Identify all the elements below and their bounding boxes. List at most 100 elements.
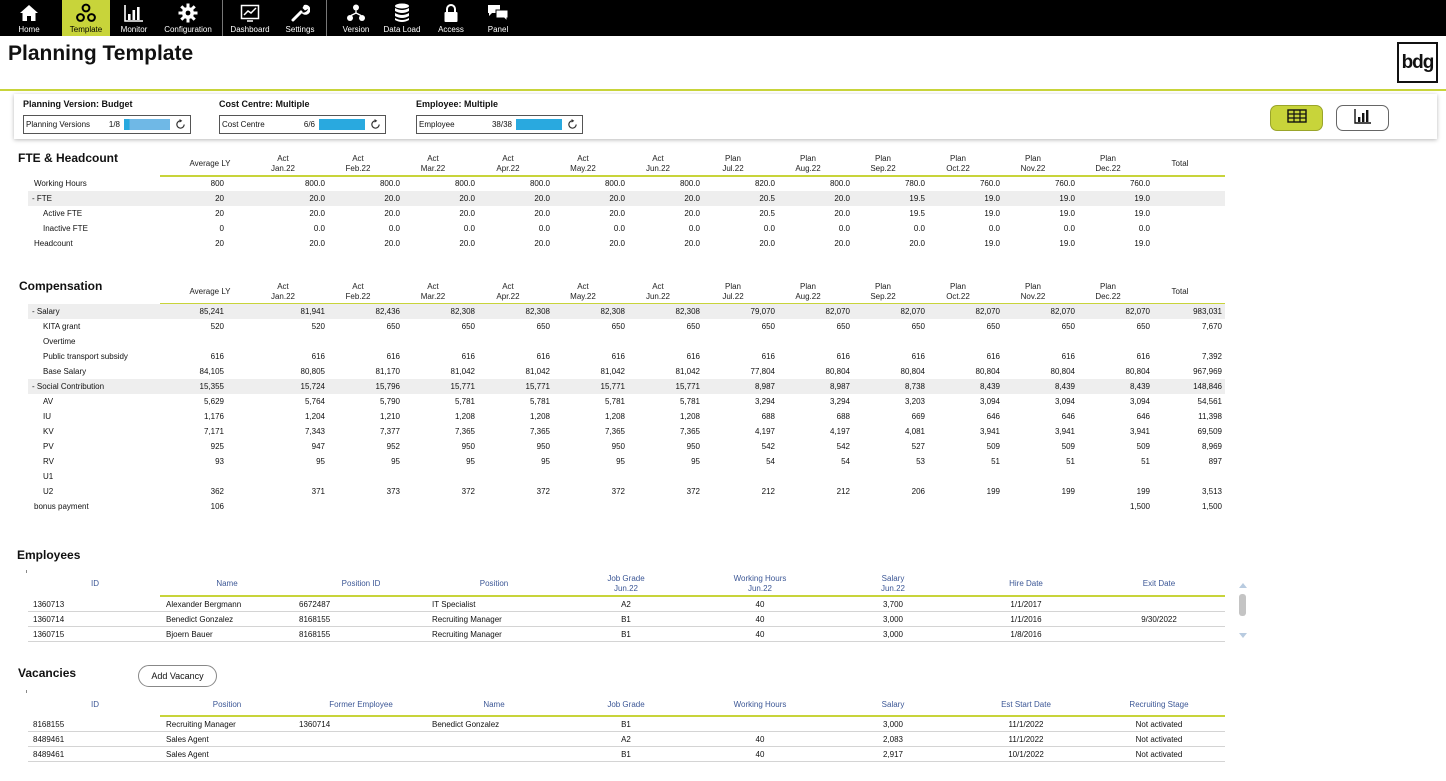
month-value[interactable]: 509 <box>1061 442 1075 451</box>
nav-data-load[interactable]: Data Load <box>382 0 422 36</box>
month-value[interactable]: 206 <box>911 487 925 496</box>
month-value[interactable]: 8,439 <box>1054 382 1075 391</box>
month-value[interactable]: 0.0 <box>763 224 775 233</box>
month-value[interactable]: 650 <box>461 322 475 331</box>
month-value[interactable]: 760.0 <box>1129 179 1150 188</box>
nav-home[interactable]: Home <box>14 0 44 36</box>
vacancy-column-header[interactable]: Working Hours <box>733 700 787 709</box>
month-value[interactable]: 19.0 <box>1059 239 1075 248</box>
reset-icon[interactable] <box>173 118 187 132</box>
employee-column-header[interactable]: Exit Date <box>1109 579 1209 589</box>
month-value[interactable]: 650 <box>1136 322 1150 331</box>
month-value[interactable] <box>565 334 625 349</box>
month-value[interactable]: 81,042 <box>525 367 550 376</box>
employee-column-header[interactable]: Name <box>177 579 277 589</box>
month-value[interactable] <box>415 469 475 484</box>
vacancy-column-header[interactable]: Job Grade <box>607 700 645 709</box>
month-value[interactable]: 616 <box>1136 352 1150 361</box>
employee-column-header[interactable]: ID <box>45 579 145 589</box>
nav-configuration[interactable]: Configuration <box>160 0 216 36</box>
month-value[interactable] <box>640 499 700 514</box>
month-value[interactable]: 95 <box>466 457 475 466</box>
month-value[interactable]: 20.0 <box>309 209 325 218</box>
month-value[interactable]: 1,208 <box>529 412 550 421</box>
month-value[interactable] <box>1015 334 1075 349</box>
employee-row[interactable]: 1360714 Benedict Gonzalez 8168155 Recruitin… <box>28 612 1225 627</box>
month-value[interactable]: 81,042 <box>600 367 625 376</box>
month-value[interactable] <box>865 469 925 484</box>
nav-access[interactable]: Access <box>433 0 469 36</box>
month-value[interactable]: 95 <box>541 457 550 466</box>
month-value[interactable] <box>565 499 625 514</box>
month-value[interactable]: 81,170 <box>375 367 400 376</box>
month-value[interactable]: 520 <box>311 322 325 331</box>
month-value[interactable]: 15,771 <box>450 382 475 391</box>
month-value[interactable]: 82,070 <box>900 307 925 316</box>
month-value[interactable]: 3,294 <box>754 397 775 406</box>
vacancy-row[interactable]: 8489461 Sales Agent A2 40 2,083 11/1/2022 Not … <box>28 732 1225 747</box>
reset-icon[interactable] <box>368 118 382 132</box>
month-value[interactable]: 616 <box>986 352 1000 361</box>
nav-version[interactable]: Version <box>338 0 374 36</box>
month-value[interactable]: 952 <box>386 442 400 451</box>
month-value[interactable]: 20.5 <box>759 209 775 218</box>
month-value[interactable]: 81,941 <box>300 307 325 316</box>
month-value[interactable]: 54 <box>766 457 775 466</box>
month-value[interactable] <box>490 499 550 514</box>
employee-row[interactable]: 1360713 Alexander Bergmann 6672487 IT Speci… <box>28 597 1225 612</box>
month-value[interactable]: 19.0 <box>1134 239 1150 248</box>
month-value[interactable]: 3,094 <box>1129 397 1150 406</box>
month-value[interactable] <box>490 334 550 349</box>
month-value[interactable]: 80,804 <box>975 367 1000 376</box>
month-value[interactable]: 8,439 <box>979 382 1000 391</box>
month-value[interactable]: 4,081 <box>904 427 925 436</box>
month-value[interactable]: 3,203 <box>904 397 925 406</box>
month-value[interactable]: 800.0 <box>454 179 475 188</box>
month-value[interactable]: 19.5 <box>909 194 925 203</box>
month-value[interactable]: 616 <box>461 352 475 361</box>
month-value[interactable]: 950 <box>461 442 475 451</box>
month-value[interactable]: 542 <box>761 442 775 451</box>
month-value[interactable]: 0.0 <box>1063 224 1075 233</box>
month-value[interactable]: 650 <box>611 322 625 331</box>
month-value[interactable]: 5,781 <box>604 397 625 406</box>
vacancy-column-header[interactable]: Position <box>212 700 242 709</box>
month-value[interactable] <box>1090 469 1150 484</box>
month-value[interactable]: 95 <box>616 457 625 466</box>
employee-column-header[interactable]: Hire Date <box>976 579 1076 589</box>
month-value[interactable]: 199 <box>1136 487 1150 496</box>
month-value[interactable]: 20.0 <box>684 194 700 203</box>
month-value[interactable]: 82,308 <box>450 307 475 316</box>
month-value[interactable]: 669 <box>911 412 925 421</box>
month-value[interactable]: 80,804 <box>900 367 925 376</box>
month-value[interactable]: 0.0 <box>538 224 550 233</box>
month-value[interactable]: 53 <box>916 457 925 466</box>
month-value[interactable]: 20.0 <box>834 194 850 203</box>
month-value[interactable]: 0.0 <box>688 224 700 233</box>
month-value[interactable]: 95 <box>691 457 700 466</box>
month-value[interactable]: 5,781 <box>529 397 550 406</box>
month-value[interactable]: 51 <box>1141 457 1150 466</box>
month-value[interactable]: 800.0 <box>604 179 625 188</box>
employee-column-header[interactable]: Position ID <box>311 579 411 589</box>
month-value[interactable]: 371 <box>311 487 325 496</box>
month-value[interactable]: 1,208 <box>454 412 475 421</box>
month-value[interactable]: 8,738 <box>904 382 925 391</box>
month-value[interactable]: 51 <box>991 457 1000 466</box>
month-value[interactable]: 81,042 <box>450 367 475 376</box>
cost-centre-selector[interactable]: Cost Centre 6/6 <box>219 115 386 134</box>
month-value[interactable]: 20.0 <box>459 209 475 218</box>
month-value[interactable]: 51 <box>1066 457 1075 466</box>
month-value[interactable]: 79,070 <box>750 307 775 316</box>
month-value[interactable]: 82,070 <box>1050 307 1075 316</box>
month-value[interactable]: 4,197 <box>754 427 775 436</box>
scroll-up-arrow[interactable] <box>1238 576 1248 588</box>
month-value[interactable]: 7,365 <box>529 427 550 436</box>
month-value[interactable] <box>490 469 550 484</box>
month-value[interactable]: 542 <box>836 442 850 451</box>
month-value[interactable]: 1,208 <box>604 412 625 421</box>
vacancy-column-header[interactable]: Name <box>483 700 505 709</box>
vacancy-column-header[interactable]: Est Start Date <box>1001 700 1051 709</box>
month-value[interactable]: 950 <box>611 442 625 451</box>
month-value[interactable] <box>265 499 325 514</box>
